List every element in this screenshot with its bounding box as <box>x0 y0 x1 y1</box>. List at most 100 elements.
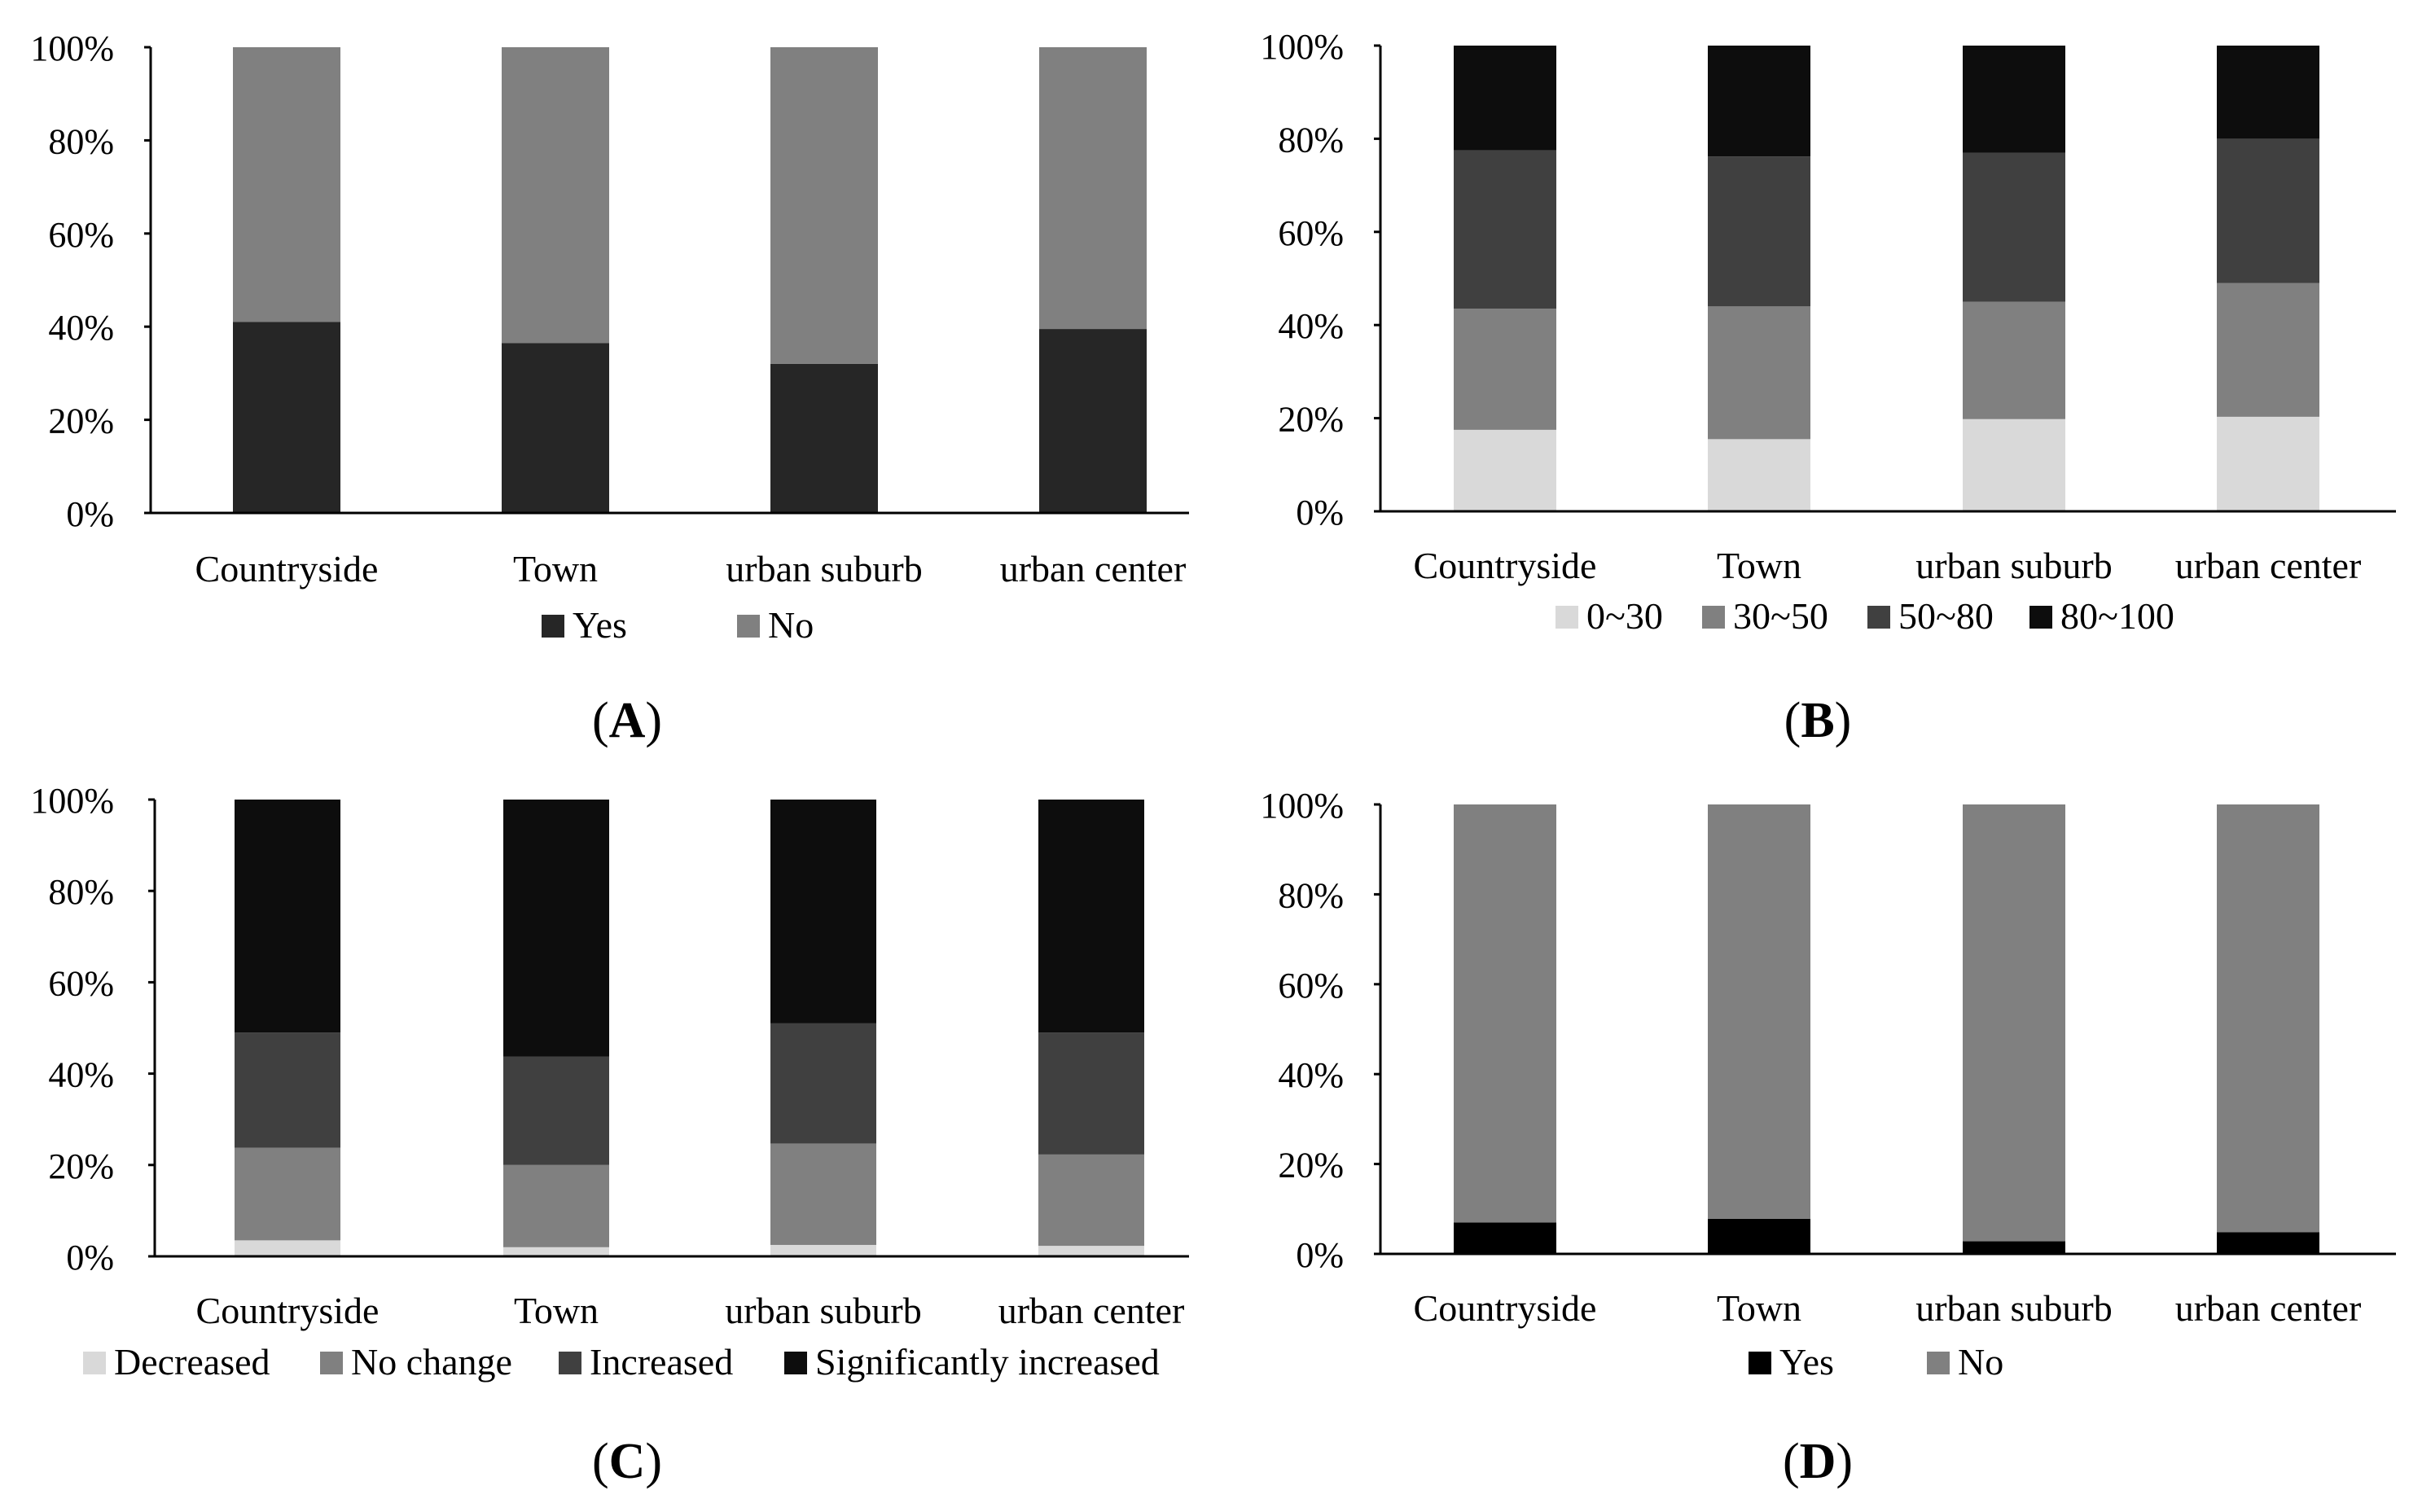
legend-label: No <box>1958 1341 2003 1383</box>
bar-segment <box>1963 419 2065 511</box>
bar-segment <box>770 1244 876 1256</box>
panel-label-b: (B) <box>1784 693 1852 748</box>
chart-panel-b: 0% 20% 40% 60% 80% 100% Countryside Town urban s… <box>1260 27 2396 637</box>
y-tick-label: 60% <box>1278 966 1344 1006</box>
x-tick-label: urban suburb <box>1915 1287 2112 1329</box>
legend-label: Yes <box>573 604 627 646</box>
bar-segment <box>1963 804 2065 1242</box>
y-tick-label: 80% <box>1278 875 1344 915</box>
bar-segment <box>1038 800 1144 1033</box>
y-tick-label: 0% <box>1296 493 1344 532</box>
y-tick-label: 20% <box>48 1146 114 1186</box>
bar-segment <box>235 1147 340 1241</box>
bar-segment <box>235 1240 340 1256</box>
legend-label: Yes <box>1779 1341 1834 1383</box>
x-tick-label: Town <box>1717 545 1801 586</box>
panel-label-d: (D) <box>1782 1434 1854 1489</box>
chart-panel-c: 0% 20% 40% 60% 80% 100% Countryside Town urban s… <box>30 781 1189 1383</box>
y-tick-label: 60% <box>48 215 114 255</box>
bar-segment <box>1038 1154 1144 1247</box>
bar-segment <box>1963 1241 2065 1254</box>
x-tick-label: Town <box>1717 1287 1801 1329</box>
bar-segment <box>1454 429 1556 511</box>
chart-panel-d: 0% 20% 40% 60% 80% 100% Countryside Town urban s… <box>1260 786 2396 1383</box>
legend-label: No change <box>351 1341 512 1383</box>
bar-segment <box>770 1143 876 1245</box>
bar-segment <box>1454 150 1556 309</box>
bar-segment <box>2217 46 2319 139</box>
bar-segment <box>1708 156 1810 307</box>
panel-label-a: (A) <box>591 693 663 748</box>
bar-segment <box>503 1247 609 1256</box>
y-tick-label: 80% <box>48 121 114 161</box>
y-tick-label: 40% <box>48 308 114 348</box>
bar-segment <box>1963 301 2065 419</box>
x-tick-label: urban center <box>2175 545 2362 586</box>
x-tick-label: Countryside <box>195 548 379 589</box>
y-tick-label: 40% <box>48 1055 114 1095</box>
legend-swatch <box>83 1352 106 1374</box>
y-tick-label: 80% <box>1278 120 1344 160</box>
y-tick-label: 20% <box>1278 400 1344 440</box>
legend-label: Decreased <box>114 1341 270 1383</box>
bar-segment <box>1454 46 1556 151</box>
bar-segment <box>233 322 340 513</box>
bar-segment <box>770 800 876 1023</box>
bar-segment <box>2217 804 2319 1233</box>
legend-label: 0~30 <box>1586 595 1663 637</box>
x-tick-label: urban suburb <box>725 1290 921 1331</box>
legend-label: No <box>768 604 814 646</box>
y-tick-label: 40% <box>1278 306 1344 346</box>
x-tick-label: urban suburb <box>1915 545 2112 586</box>
bar-segment <box>503 1164 609 1247</box>
bar-segment <box>1963 152 2065 302</box>
y-tick-label: 100% <box>1260 27 1344 67</box>
legend-swatch <box>1927 1352 1950 1374</box>
bar-segment <box>1963 46 2065 153</box>
y-tick-label: 40% <box>1278 1055 1344 1095</box>
legend-label: 80~100 <box>2060 595 2174 637</box>
legend-swatch <box>1702 606 1725 629</box>
bar-segment <box>503 800 609 1057</box>
legend-label: Increased <box>590 1341 733 1383</box>
x-tick-label: urban center <box>2175 1287 2362 1329</box>
bar-segment <box>233 47 340 322</box>
legend-swatch <box>737 615 760 638</box>
y-tick-label: 60% <box>48 963 114 1003</box>
legend-swatch <box>1749 1352 1771 1374</box>
bar-segment <box>770 363 878 513</box>
legend-swatch <box>559 1352 581 1374</box>
chart-panel-a: 0% 20% 40% 60% 80% 100% Countryside Town urban s… <box>30 28 1189 646</box>
y-tick-label: 100% <box>1260 786 1344 826</box>
legend-label: Significantly increased <box>815 1341 1160 1383</box>
legend-swatch <box>2029 606 2052 629</box>
panel-label-c: (C) <box>591 1434 663 1489</box>
bar-segment <box>235 1032 340 1148</box>
bar-segment <box>235 800 340 1033</box>
legend-swatch <box>784 1352 807 1374</box>
bar-segment <box>1708 1218 1810 1254</box>
legend-label: 50~80 <box>1898 595 1994 637</box>
y-tick-label: 20% <box>1278 1146 1344 1185</box>
bar-segment <box>1454 1222 1556 1254</box>
x-tick-label: Countryside <box>196 1290 380 1331</box>
y-tick-label: 80% <box>48 872 114 912</box>
bar-segment <box>2217 416 2319 511</box>
bar-segment <box>1038 1246 1144 1256</box>
bar-segment <box>1708 46 1810 157</box>
bar-segment <box>2217 138 2319 283</box>
bar-segment <box>2217 283 2319 417</box>
y-tick-label: 0% <box>1296 1235 1344 1275</box>
x-tick-label: Town <box>514 1290 599 1331</box>
bar-segment <box>1038 1032 1144 1155</box>
legend-swatch <box>320 1352 343 1374</box>
x-tick-label: Countryside <box>1414 545 1597 586</box>
x-tick-label: Countryside <box>1414 1287 1597 1329</box>
bar-segment <box>1039 47 1147 330</box>
bar-segment <box>1039 329 1147 513</box>
legend-swatch <box>1556 606 1578 629</box>
y-tick-label: 100% <box>30 781 114 821</box>
bar-segment <box>502 343 609 513</box>
x-tick-label: urban center <box>1000 548 1187 589</box>
